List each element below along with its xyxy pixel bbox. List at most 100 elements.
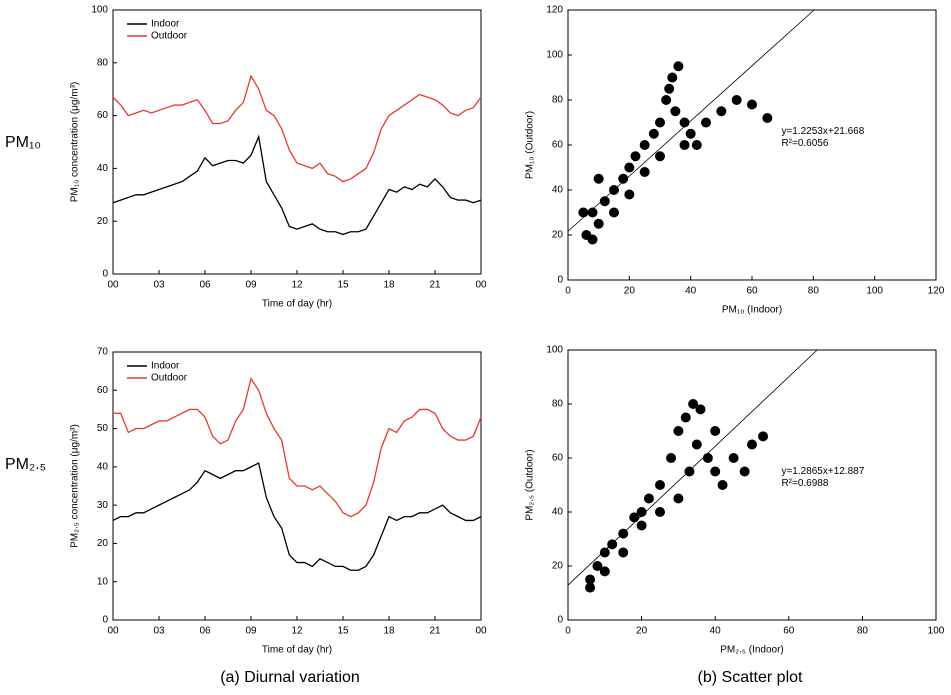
x-tick-label: 120 [928,286,945,297]
scatter-point [679,140,690,150]
y-tick-label: 100 [546,50,563,61]
x-axis-label: Time of day (hr) [262,299,332,310]
scatter-point [717,480,728,490]
scatter-point [670,106,681,117]
fit-line [567,9,815,232]
scatter-point [691,140,702,150]
x-tick-label: 12 [291,626,303,637]
x-tick-label: 00 [107,626,119,637]
y-tick-label: 0 [102,615,108,626]
x-tick-label: 40 [710,626,722,637]
scatter-point [688,399,699,409]
x-tick-label: 80 [857,626,869,637]
y-tick-label: 60 [552,140,564,151]
x-tick-label: 20 [624,286,636,297]
fit-line [567,349,818,586]
x-tick-label: 09 [245,280,257,291]
x-tick-label: 80 [808,286,820,297]
scatter-point [695,404,706,415]
y-axis-label: PM₁₀ concentration (μg/m³) [70,82,81,203]
scatter-point [664,83,675,94]
plot-frame [567,9,937,281]
x-axis-label: PM₁₀ (Indoor) [722,305,782,316]
x-tick-label: 03 [153,280,165,291]
x-tick-label: 100 [866,286,883,297]
x-tick-label: 18 [383,280,395,291]
y-tick-label: 50 [97,423,109,434]
scatter-point [636,520,647,531]
scatter-point [655,480,665,490]
y-tick-label: 60 [552,453,564,464]
scatter-point [758,431,769,442]
x-axis-label: Time of day (hr) [262,645,332,656]
scatter-point [639,167,650,177]
scatter-point [691,439,702,450]
scatter-point [578,207,589,218]
scatter-point [655,151,665,162]
scatter-point [643,493,654,504]
legend-label: Indoor [151,19,180,30]
scatter-point [618,173,629,184]
scatter-point [599,566,610,577]
x-tick-label: 15 [337,280,349,291]
y-tick-label: 0 [102,269,108,280]
fit-equation: y=1.2253x+21.668 [781,126,864,137]
y-tick-label: 0 [557,615,563,626]
scatter-point [762,113,773,123]
scatter-point [587,234,598,245]
x-tick-label: 18 [383,626,395,637]
x-tick-label: 40 [685,286,697,297]
scatter-point [666,453,677,463]
x-tick-label: 60 [783,626,795,637]
scatter-point [585,574,596,585]
y-tick-label: 80 [97,57,109,68]
x-axis-label: PM₂.₅ (Indoor) [720,645,783,656]
scatter-point [655,507,665,517]
x-tick-label: 06 [199,626,211,637]
scatter-point [661,95,672,105]
x-tick-label: 00 [475,280,487,291]
x-tick-label: 09 [245,626,257,637]
scatter-point [701,117,711,128]
x-tick-label: 60 [746,286,758,297]
x-tick-label: 00 [107,280,119,291]
series-line [112,74,482,183]
legend-label: Outdoor [151,373,188,384]
x-tick-label: 00 [475,626,487,637]
scatter-point [636,507,647,517]
series-line [112,462,482,571]
plot-frame [567,349,937,621]
y-tick-label: 40 [552,185,564,196]
scatter-point [585,582,596,593]
scatter-point [593,218,604,229]
fit-r2: R²=0.6056 [781,138,828,149]
y-tick-label: 80 [552,95,564,106]
scatter-point [624,162,635,173]
row-label: PM₂.₅ [5,456,46,473]
y-tick-label: 60 [97,385,109,396]
scatter-point [680,412,691,423]
scatter-point [592,561,603,571]
x-tick-label: 15 [337,626,349,637]
scatter-point [599,196,610,207]
scatter-point [673,426,684,436]
fit-r2: R²=0.6988 [781,478,828,489]
y-tick-label: 20 [97,538,109,549]
row-label: PM₁₀ [5,134,41,151]
scatter-point [609,207,619,218]
scatter-point [702,453,713,463]
y-tick-label: 100 [91,5,108,16]
scatter-point [739,466,750,477]
scatter-point [648,128,659,139]
x-tick-label: 0 [565,286,571,297]
caption: (b) Scatter plot [698,669,803,686]
y-axis-label: PM₂.₅ (Outdoor) [525,449,536,520]
x-tick-label: 0 [565,626,571,637]
y-tick-label: 40 [552,507,564,518]
scatter-point [607,539,618,550]
scatter-point [655,117,665,128]
scatter-point [630,151,641,162]
y-tick-label: 20 [97,216,109,227]
scatter-point [618,547,629,558]
